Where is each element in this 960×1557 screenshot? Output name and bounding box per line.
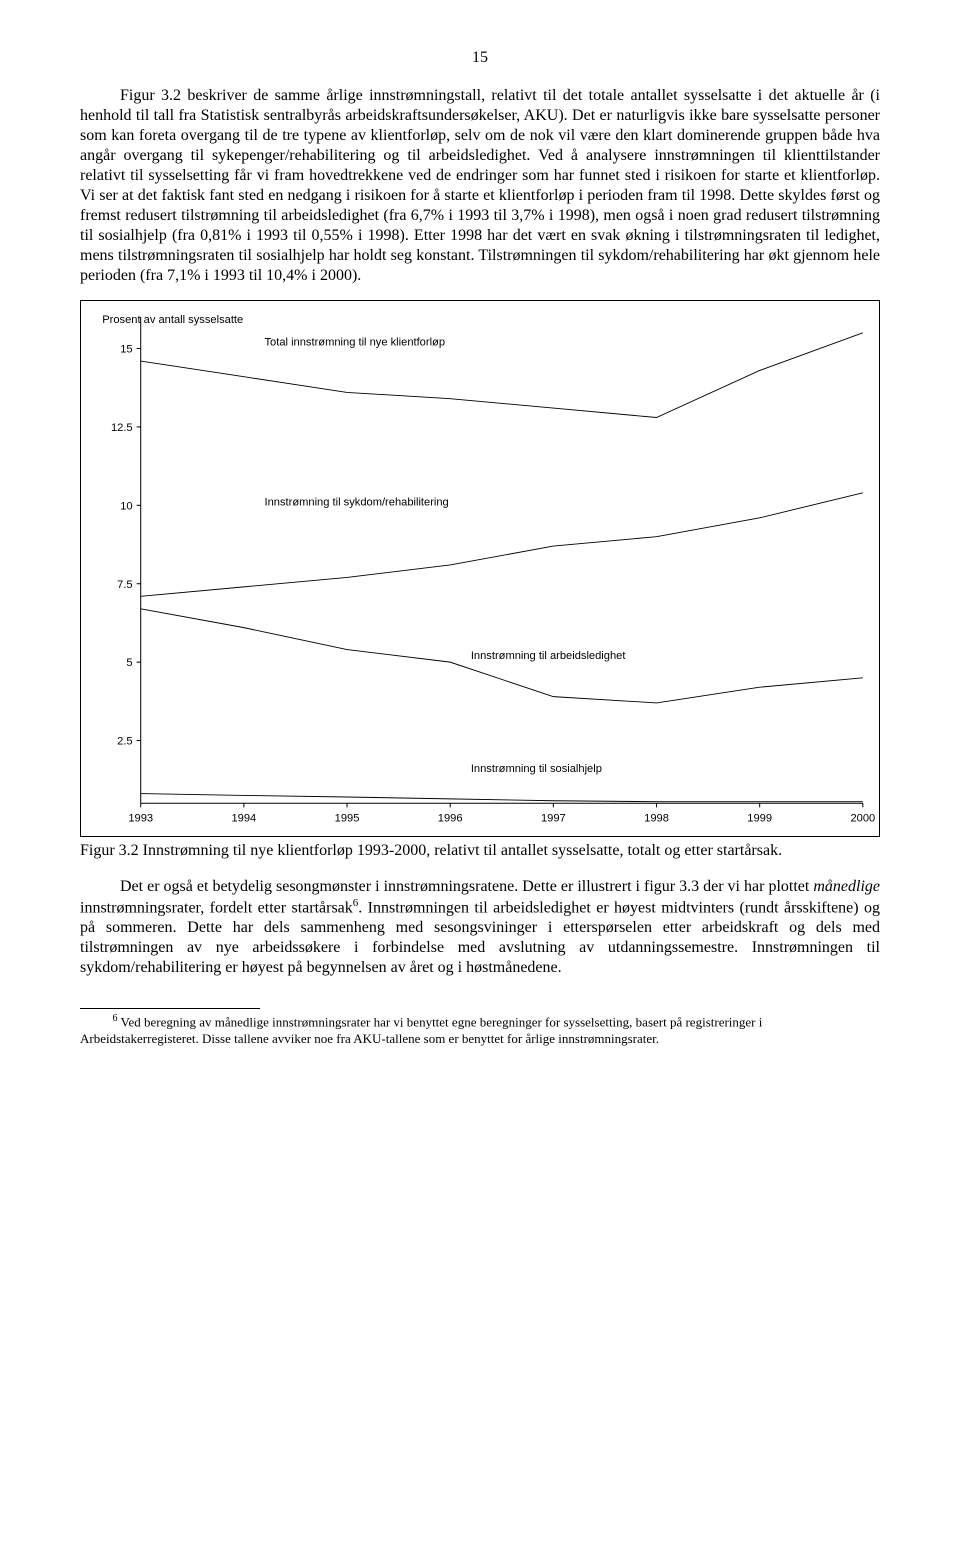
chart-container: 15 12.5 10 7.5 5 2.5 1993 1994 1995 1996 1997 1998 1…: [80, 300, 880, 837]
svg-text:2000: 2000: [850, 813, 875, 825]
svg-text:2.5: 2.5: [117, 736, 132, 748]
svg-text:1994: 1994: [231, 813, 256, 825]
footnote: 6 Ved beregning av månedlige innstrømnin…: [80, 1013, 880, 1047]
figure-caption: Figur 3.2 Innstrømning til nye klientfor…: [80, 841, 880, 861]
svg-text:15: 15: [120, 344, 132, 356]
line-chart: 15 12.5 10 7.5 5 2.5 1993 1994 1995 1996 1997 1998 1…: [85, 307, 875, 834]
svg-text:Innstrømning til sykdom/rehabi: Innstrømning til sykdom/rehabilitering: [265, 496, 449, 508]
svg-text:1999: 1999: [747, 813, 772, 825]
svg-text:1996: 1996: [438, 813, 463, 825]
paragraph-1: Figur 3.2 beskriver de samme årlige inns…: [80, 86, 880, 286]
svg-text:5: 5: [126, 657, 132, 669]
paragraph-2-text-b: innstrømningsrater, fordelt etter startå…: [80, 899, 353, 916]
paragraph-2-emph: månedlige: [813, 878, 880, 895]
svg-text:7.5: 7.5: [117, 579, 132, 591]
paragraph-2-text-a: Det er også et betydelig sesongmønster i…: [120, 878, 813, 895]
svg-text:1993: 1993: [128, 813, 153, 825]
svg-text:Innstrømning til arbeidsledigh: Innstrømning til arbeidsledighet: [471, 650, 627, 662]
footnote-text: Ved beregning av månedlige innstrømnings…: [80, 1014, 762, 1045]
paragraph-1-text: Figur 3.2 beskriver de samme årlige inns…: [80, 87, 880, 284]
svg-text:10: 10: [120, 500, 132, 512]
paragraph-2: Det er også et betydelig sesongmønster i…: [80, 877, 880, 978]
svg-text:Prosent av antall sysselsatte: Prosent av antall sysselsatte: [102, 314, 243, 326]
footnote-divider: [80, 1008, 260, 1009]
svg-text:1998: 1998: [644, 813, 669, 825]
svg-text:12.5: 12.5: [111, 422, 133, 434]
svg-text:1997: 1997: [541, 813, 566, 825]
svg-text:1995: 1995: [335, 813, 360, 825]
page-number: 15: [80, 48, 880, 68]
svg-text:Total innstrømning til nye kli: Total innstrømning til nye klientforløp: [265, 336, 446, 348]
svg-text:Innstrømning til sosialhjelp: Innstrømning til sosialhjelp: [471, 763, 602, 775]
